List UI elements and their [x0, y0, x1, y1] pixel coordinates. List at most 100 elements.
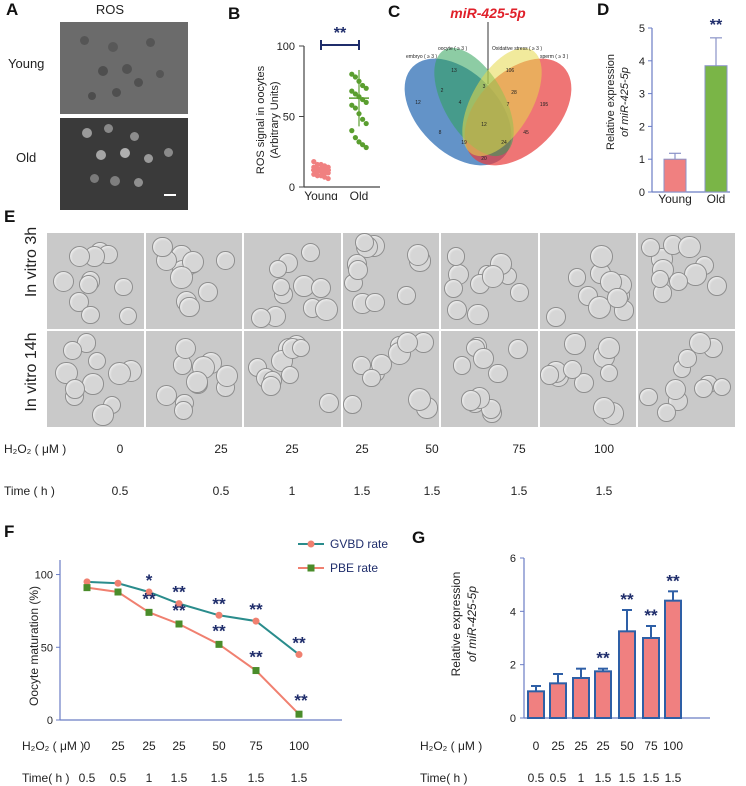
panel-b-xtick-young: Young	[304, 189, 338, 200]
panel-f-gvbd-point	[83, 578, 91, 586]
panel-b-point	[314, 173, 320, 179]
panel-g-h2o2-value: 50	[620, 739, 634, 753]
panel-f-pbe-significance: **	[142, 589, 156, 608]
panel-d-ytick-label: 5	[639, 23, 645, 35]
venn-count: 20	[481, 156, 487, 162]
panel-f-gvbd-significance: **	[249, 600, 263, 619]
panel-e-time-row: 0.5 0.5 1 1.5 1.5 1.5 1.5	[0, 484, 746, 502]
micrograph-tile	[341, 330, 441, 428]
panel-e-time-value: 0.5	[212, 484, 230, 498]
panel-g-h2o2-value: 25	[596, 739, 610, 753]
venn-count: 12	[481, 122, 487, 128]
panel-e-time-label: Time ( h )	[4, 484, 55, 498]
legend-gvbd-marker	[307, 540, 315, 548]
venn-label-oxidative: Oxidative stress ( ≥ 3 )	[492, 46, 542, 52]
panel-f-h2o2-label: H₂O₂ ( μM )	[22, 739, 84, 753]
venn-count: 45	[523, 130, 529, 136]
panel-f-gvbd-point	[295, 651, 303, 659]
panel-f-gvbd-significance: **	[292, 634, 306, 653]
venn-set-oxidative	[462, 47, 542, 157]
panel-label-f: F	[4, 522, 15, 541]
venn-count: 7	[507, 102, 510, 108]
panel-f-pbe-significance: **	[294, 691, 308, 710]
panel-f-gvbd-point	[145, 588, 153, 596]
panel-f-gvbd-significance: **	[212, 594, 226, 613]
panel-label-e: E	[4, 207, 16, 226]
panel-b-ylabel-2: (Arbitrary Units)	[269, 81, 281, 158]
panel-e-time-value: 1.5	[423, 484, 441, 498]
panel-f-ytick-label: 100	[35, 570, 53, 582]
panel-d-chart: Relative expression of miR-425-5p 0 1 2 3 4 5…	[605, 17, 730, 199]
panel-g-bar	[618, 630, 636, 719]
panel-d-bar	[704, 65, 728, 193]
micrograph-tile	[341, 232, 441, 330]
panel-label-d: D	[597, 0, 610, 19]
panel-e-h2o2-value: 0	[116, 442, 124, 456]
micrograph-tile	[144, 232, 244, 330]
panel-b-chart: ROS signal in oocytes (Arbitrary Units) …	[255, 25, 380, 200]
panel-d-significance: **	[710, 17, 723, 34]
panel-b-point	[360, 116, 366, 122]
panel-g-ytick-label: 2	[510, 660, 516, 672]
panel-f-pbe-point	[175, 620, 183, 628]
panel-e-h2o2-value: 25	[355, 442, 369, 456]
panel-f-gvbd-point	[114, 579, 122, 587]
legend-pbe-label: PBE rate	[330, 561, 378, 575]
venn-count: 8	[439, 130, 442, 136]
panel-b-significance: **	[334, 25, 347, 42]
panel-e-h2o2-value: 100	[593, 442, 615, 456]
panel-b-point	[352, 91, 358, 97]
panel-f-h2o2-value: 0	[84, 739, 91, 753]
panel-g-ytick-label: 0	[510, 713, 516, 725]
panel-g-significance: **	[644, 606, 658, 625]
panel-b-point	[352, 135, 358, 141]
micrograph-tile	[637, 330, 736, 428]
panel-b-point	[356, 139, 362, 145]
panel-b-point	[349, 71, 355, 77]
panel-d-bar	[663, 158, 687, 193]
panel-f-pbe-significance: **	[212, 621, 226, 640]
panel-b-point	[349, 102, 355, 108]
panel-f-pbe-point	[145, 608, 153, 616]
panel-f-ytick-label: 0	[47, 715, 53, 727]
panel-b-point	[325, 170, 331, 176]
panel-e-row-label-3h: In vitro 3h	[23, 226, 40, 298]
panel-b-ytick-label: 100	[277, 41, 295, 53]
panel-f-pbe-point	[83, 584, 91, 592]
micrograph-tile	[440, 232, 539, 330]
panel-b-point	[349, 128, 355, 134]
panel-b-point	[363, 120, 369, 127]
panel-c-title: miR-425-5p	[450, 5, 526, 21]
panel-b-point	[352, 105, 358, 111]
panel-g-time-value: 0.5	[528, 771, 545, 785]
micrograph-old	[60, 118, 188, 210]
panel-b-point	[314, 161, 320, 168]
panel-label-b: B	[228, 4, 241, 23]
panel-g-bar	[549, 682, 567, 719]
panel-f-time-value: 1.5	[291, 771, 308, 785]
row-label-young: Young	[8, 56, 45, 71]
panel-f-h2o2-value: 25	[142, 739, 156, 753]
micrograph-tile	[46, 330, 145, 428]
panel-f-time-value: 1.5	[211, 771, 228, 785]
micrograph-tile	[637, 232, 736, 330]
panel-d-ytick-label: 3	[639, 89, 645, 101]
venn-count: 3	[483, 84, 486, 90]
venn-count: 106	[506, 68, 515, 74]
venn-count: 13	[451, 68, 457, 74]
panel-b-xtick-old: Old	[350, 189, 369, 200]
panel-c-venn: miR-425-5p embryo ( ≥ 3 ) oocyte ( ≥ 3 )…	[404, 5, 572, 166]
panel-g-bar	[642, 637, 660, 719]
panel-d-ytick-label: 0	[639, 187, 645, 199]
panel-e-time-value: 1.5	[353, 484, 371, 498]
panel-e-h2o2-row: 0 25 25 25 50 75 100	[0, 442, 746, 460]
panel-f-time-value: 0.5	[110, 771, 127, 785]
micrograph-tile	[144, 330, 244, 428]
panel-d-ytick-label: 1	[639, 154, 645, 166]
row-label-old: Old	[16, 150, 37, 165]
panel-g-time-label: Time( h )	[420, 771, 468, 785]
panel-f-time-label: Time( h )	[22, 771, 70, 785]
panel-b-point	[360, 82, 366, 89]
panel-b-point	[360, 142, 366, 148]
